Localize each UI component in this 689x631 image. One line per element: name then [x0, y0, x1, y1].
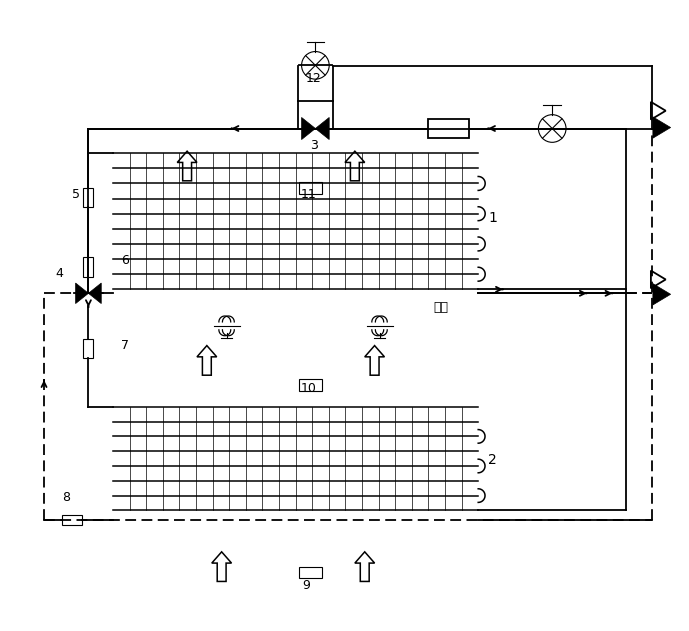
Bar [428, 119, 469, 138]
Text: 5: 5 [72, 187, 80, 201]
Text: 12: 12 [305, 72, 321, 85]
Text: 4: 4 [56, 266, 64, 280]
Polygon shape [316, 117, 329, 139]
Text: 10: 10 [300, 382, 316, 395]
Polygon shape [653, 283, 670, 305]
Text: 11: 11 [300, 187, 316, 201]
Bar [83, 257, 94, 276]
Text: 8: 8 [62, 490, 70, 504]
Bar [298, 567, 322, 579]
Polygon shape [88, 283, 101, 304]
Polygon shape [653, 117, 670, 138]
Polygon shape [651, 102, 666, 120]
Bar [83, 187, 94, 208]
Text: 6: 6 [121, 254, 129, 267]
Text: 7: 7 [121, 339, 129, 351]
Text: 3: 3 [311, 139, 318, 152]
Polygon shape [651, 271, 666, 288]
Polygon shape [76, 283, 88, 304]
Bar [62, 516, 81, 525]
Text: 风机: 风机 [434, 301, 449, 314]
Bar [298, 182, 322, 194]
Bar [83, 339, 94, 358]
Text: 2: 2 [488, 453, 497, 467]
Text: 9: 9 [302, 579, 311, 593]
Text: 1: 1 [488, 211, 497, 225]
Bar [298, 379, 322, 391]
Polygon shape [302, 117, 316, 139]
